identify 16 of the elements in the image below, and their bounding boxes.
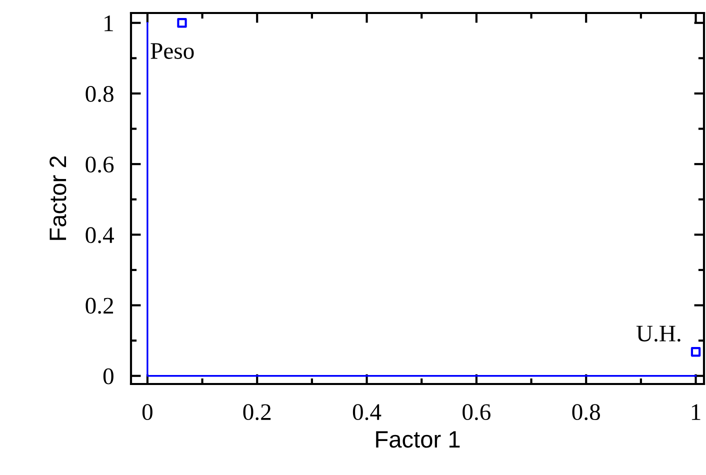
y-tick-label: 0	[103, 368, 114, 384]
x-tick-label: 0.4	[352, 404, 382, 420]
y-tick-label: 1	[104, 15, 113, 32]
y-axis-title: Factor 2	[50, 156, 66, 240]
y-tick-label: 0.8	[86, 86, 114, 102]
x-tick-label: 0.6	[462, 404, 490, 420]
x-axis-title: Factor 1	[376, 431, 460, 448]
annotation: Peso	[150, 43, 194, 59]
annotation: U.H.	[636, 326, 680, 342]
x-tick-label: 0.2	[243, 404, 271, 420]
x-tick-label: 0	[142, 404, 152, 420]
x-tick-label: 0.8	[572, 404, 600, 420]
y-tick-label: 0.6	[86, 156, 114, 173]
y-tick-label: 0.4	[86, 227, 114, 244]
x-tick-label: 1	[692, 404, 700, 420]
y-tick-label: 0.2	[86, 298, 114, 314]
